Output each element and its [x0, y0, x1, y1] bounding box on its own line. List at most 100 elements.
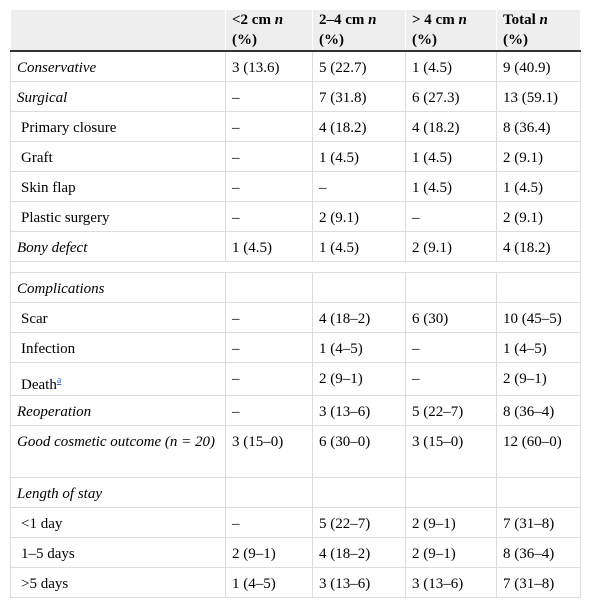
- value-cell: –: [225, 506, 313, 538]
- value-cell: 4 (18–2): [312, 536, 406, 568]
- header-label: > 4 cm: [412, 12, 455, 28]
- row-label-cell: Length of stay: [10, 476, 226, 508]
- value-cell: 7 (31.8): [312, 80, 406, 112]
- empty-cell: [312, 271, 406, 303]
- footnote-link[interactable]: a: [56, 374, 62, 386]
- value-cell: 5 (22–7): [405, 394, 497, 426]
- row-label: Reoperation: [17, 403, 92, 420]
- empty-cell: [405, 271, 497, 303]
- empty-cell: [496, 476, 581, 508]
- row-label: <1 day: [21, 515, 63, 532]
- value-cell: 1 (4–5): [312, 331, 406, 363]
- data-table: <2 cm n (%) 2–4 cm n (%) > 4 cm n (%) Total n (…: [10, 10, 581, 598]
- row-label-cell: Deatha: [10, 361, 226, 396]
- value-cell: –: [312, 170, 406, 202]
- header-variable: n: [458, 12, 467, 28]
- row-label: Graft: [21, 149, 53, 166]
- value-cell: 7 (31–8): [496, 506, 581, 538]
- value-cell: 2 (9.1): [496, 140, 581, 172]
- value-cell: 2 (9.1): [405, 230, 497, 262]
- table-row: Complications: [10, 271, 581, 303]
- table-row: Reoperation –3 (13–6) 5 (22–7) 8 (36–4): [10, 394, 581, 426]
- value-cell: –: [405, 331, 497, 363]
- value-cell: –: [225, 361, 313, 396]
- value-cell: –: [225, 170, 313, 202]
- row-label-cell: Reoperation: [10, 394, 226, 426]
- row-label-cell: Bony defect: [10, 230, 226, 262]
- row-label-cell: Infection: [10, 331, 226, 363]
- value-cell: 1 (4.5): [405, 50, 497, 82]
- value-cell: –: [225, 110, 313, 142]
- header-cell: > 4 cm n (%): [405, 10, 497, 52]
- row-label-cell: Skin flap: [10, 170, 226, 202]
- header-cell: Total n (%): [496, 10, 581, 52]
- header-label: Total: [503, 12, 536, 28]
- value-cell: 1 (4.5): [405, 140, 497, 172]
- row-label-cell: Plastic surgery: [10, 200, 226, 232]
- empty-cell: [405, 476, 497, 508]
- value-cell: 4 (18.2): [312, 110, 406, 142]
- row-label: Death: [21, 376, 57, 393]
- row-label: Surgical: [17, 89, 68, 106]
- empty-cell: [312, 476, 406, 508]
- row-label-cell: Primary closure: [10, 110, 226, 142]
- header-variable: n: [274, 12, 284, 28]
- value-cell: 8 (36–4): [496, 394, 581, 426]
- table-row: Scar –4 (18–2) 6 (30) 10 (45–5): [10, 301, 581, 333]
- empty-cell: [225, 271, 313, 303]
- header-variable: n: [368, 12, 377, 28]
- value-cell: 8 (36–4): [496, 536, 581, 568]
- row-label: Skin flap: [21, 179, 76, 196]
- row-label-cell: Complications: [10, 271, 226, 303]
- value-cell: 3 (13–6): [312, 566, 406, 598]
- value-cell: 6 (27.3): [405, 80, 497, 112]
- value-cell: 4 (18.2): [405, 110, 497, 142]
- table-row: Deatha –2 (9–1) –2 (9–1): [10, 361, 581, 396]
- value-cell: 12 (60–0): [496, 424, 581, 478]
- table-row: Surgical –7 (31.8) 6 (27.3) 13 (59.1): [10, 80, 581, 112]
- value-cell: 1 (4.5): [225, 230, 313, 262]
- table-row: <1 day –5 (22–7) 2 (9–1) 7 (31–8): [10, 506, 581, 538]
- row-label: Complications: [17, 280, 105, 297]
- value-cell: 5 (22–7): [312, 506, 406, 538]
- empty-cell: [496, 271, 581, 303]
- row-label: Plastic surgery: [21, 209, 110, 226]
- row-label-cell: Graft: [10, 140, 226, 172]
- row-label: Bony defect: [17, 239, 88, 256]
- value-cell: 2 (9–1): [496, 361, 581, 396]
- row-label-cell: <1 day: [10, 506, 226, 538]
- value-cell: 3 (13–6): [405, 566, 497, 598]
- value-cell: 2 (9–1): [405, 536, 497, 568]
- value-cell: 6 (30): [405, 301, 497, 333]
- value-cell: 3 (13–6): [312, 394, 406, 426]
- spacer-cell: [10, 260, 581, 273]
- table-row: 1–5 days 2 (9–1) 4 (18–2) 2 (9–1) 8 (36–4): [10, 536, 581, 568]
- table-row: Skin flap – –1 (4.5) 1 (4.5): [10, 170, 581, 202]
- value-cell: 4 (18.2): [496, 230, 581, 262]
- value-cell: –: [225, 140, 313, 172]
- value-cell: –: [225, 200, 313, 232]
- header-unit: (%): [319, 32, 344, 48]
- row-label: Primary closure: [21, 119, 117, 136]
- row-label: Scar: [21, 310, 48, 327]
- row-label-cell: >5 days: [10, 566, 226, 598]
- value-cell: 1 (4.5): [405, 170, 497, 202]
- value-cell: –: [225, 80, 313, 112]
- row-label: Good cosmetic outcome (n = 20): [17, 433, 215, 450]
- value-cell: –: [225, 301, 313, 333]
- value-cell: 4 (18–2): [312, 301, 406, 333]
- value-cell: 3 (13.6): [225, 50, 313, 82]
- table-row: Length of stay: [10, 476, 581, 508]
- row-label-cell: Good cosmetic outcome (n = 20): [10, 424, 226, 478]
- value-cell: 3 (15–0): [225, 424, 313, 478]
- row-label-cell: Scar: [10, 301, 226, 333]
- value-cell: 2 (9.1): [312, 200, 406, 232]
- value-cell: 5 (22.7): [312, 50, 406, 82]
- header-cell: <2 cm n (%): [225, 10, 313, 52]
- value-cell: –: [405, 200, 497, 232]
- value-cell: 1 (4.5): [312, 140, 406, 172]
- header-unit: (%): [412, 32, 437, 48]
- header-variable: n: [539, 12, 548, 28]
- empty-cell: [225, 476, 313, 508]
